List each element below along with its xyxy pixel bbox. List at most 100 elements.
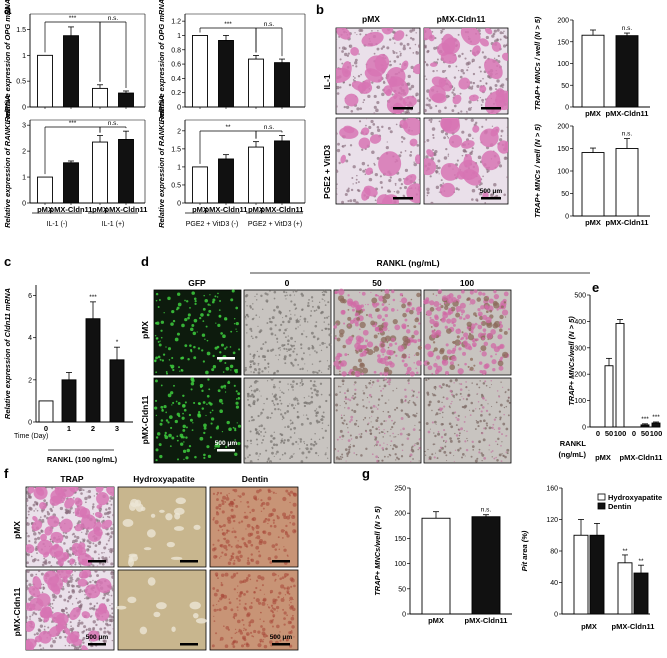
cell <box>328 343 332 347</box>
gfp-cell <box>218 398 223 403</box>
stain-dot <box>452 88 455 92</box>
cell <box>299 368 302 371</box>
cell <box>412 390 415 393</box>
cell <box>307 301 310 304</box>
stain-dot <box>394 42 396 44</box>
cell <box>465 398 469 401</box>
cell <box>380 389 383 392</box>
osteoclast <box>74 523 84 532</box>
resorption-pit <box>171 626 176 632</box>
cell <box>318 438 321 440</box>
b-row-il1: IL-1 <box>322 74 332 89</box>
gfp-cell <box>194 302 197 305</box>
cell <box>250 371 252 373</box>
stain-dot <box>110 570 114 574</box>
cell <box>463 421 466 423</box>
cell <box>435 329 442 336</box>
gfp-cell <box>182 428 186 432</box>
cell <box>470 330 474 334</box>
stain-dot <box>111 575 114 579</box>
resorption-pit <box>233 498 236 501</box>
cell <box>455 393 458 396</box>
cell <box>351 409 354 412</box>
cell <box>465 314 471 320</box>
scale-bar <box>217 449 235 452</box>
cell <box>432 443 435 446</box>
resorption-pit <box>232 645 236 649</box>
resorption-pit <box>289 605 293 610</box>
gfp-cell <box>162 353 166 356</box>
cell <box>477 307 481 312</box>
cell <box>341 453 344 456</box>
cell <box>471 445 475 448</box>
cell <box>409 371 415 377</box>
cell <box>246 448 248 450</box>
gfp-cell <box>180 436 184 439</box>
cell <box>438 384 442 388</box>
resorption-pit <box>213 592 218 597</box>
x-tick-label: 50 <box>605 429 613 438</box>
cell <box>433 362 438 368</box>
cell <box>412 450 415 453</box>
cell <box>501 309 509 316</box>
stain-dot <box>352 198 357 203</box>
stain-dot <box>358 120 362 123</box>
resorption-pit <box>232 527 234 529</box>
cell <box>292 384 294 386</box>
gfp-cell <box>222 371 225 373</box>
stain-dot <box>446 135 449 137</box>
resorption-pit <box>229 558 233 562</box>
stain-dot <box>493 57 496 60</box>
gfp-cell <box>177 292 181 296</box>
resorption-pit <box>283 587 286 590</box>
stain-dot <box>410 65 414 70</box>
resorption-pit <box>283 548 287 552</box>
resorption-pit <box>289 621 293 624</box>
osteoclast <box>479 128 499 148</box>
cell <box>448 307 452 312</box>
cell <box>452 341 454 343</box>
cell <box>334 337 337 340</box>
resorption-pit <box>256 489 260 494</box>
resorption-pit <box>245 578 249 582</box>
panel-d-micrographs: RANKL (ng/mL) GFP 0 50 100 pMX pMX-Cldn1… <box>140 258 590 464</box>
gfp-cell <box>167 421 170 424</box>
significance-label: ** <box>638 558 644 565</box>
stain-dot <box>362 101 365 104</box>
cell <box>313 380 316 383</box>
gfp-cell <box>154 399 158 402</box>
gfp-cell <box>170 322 174 326</box>
osteoclast <box>365 55 387 77</box>
cell <box>355 435 358 439</box>
cell <box>469 366 474 371</box>
resorption-pit <box>238 630 241 633</box>
resorption-pit <box>216 589 220 593</box>
cell <box>478 440 482 444</box>
significance-label: n.s. <box>622 25 633 32</box>
x-tick-label: pMX <box>248 205 264 214</box>
cell <box>413 325 417 329</box>
stain-dot <box>407 74 411 79</box>
cell <box>335 320 341 326</box>
resorption-pit <box>260 625 263 628</box>
cell <box>362 399 364 401</box>
stain-dot <box>354 61 358 65</box>
bar <box>604 365 614 428</box>
cell <box>497 360 504 367</box>
stain-dot <box>438 191 441 193</box>
cell <box>383 455 386 458</box>
resorption-pit <box>153 611 161 618</box>
cell <box>257 362 260 365</box>
stain-dot <box>426 191 430 195</box>
gfp-cell <box>191 429 194 431</box>
cell <box>314 433 316 435</box>
bar <box>615 148 639 217</box>
bar <box>581 152 605 217</box>
stain-dot <box>109 500 111 502</box>
resorption-pit <box>220 491 222 494</box>
stain-dot <box>451 91 454 94</box>
gfp-cell <box>226 346 228 348</box>
stain-dot <box>41 563 45 567</box>
cell <box>281 391 283 394</box>
stain-dot <box>72 532 75 536</box>
